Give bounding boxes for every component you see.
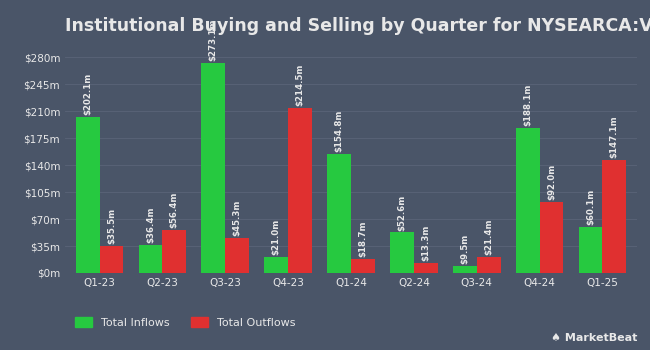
Text: $21.0m: $21.0m [272,219,281,255]
Text: $13.3m: $13.3m [421,224,430,261]
Text: ♠ MarketBeat: ♠ MarketBeat [551,333,637,343]
Text: $92.0m: $92.0m [547,164,556,200]
Bar [202,63,226,273]
Bar [265,257,288,273]
Text: $60.1m: $60.1m [586,189,595,225]
Bar [75,117,99,273]
Bar [288,108,312,273]
Text: $35.5m: $35.5m [107,208,116,244]
Bar [578,227,603,273]
Text: $154.8m: $154.8m [335,110,344,152]
Text: $273.1m: $273.1m [209,18,218,61]
Bar [351,259,375,273]
Bar [603,160,627,273]
Text: $214.5m: $214.5m [296,64,305,106]
Bar [226,238,249,273]
Bar [99,246,124,273]
Text: $45.3m: $45.3m [233,200,242,236]
Text: $18.7m: $18.7m [358,220,367,257]
Text: $202.1m: $202.1m [83,73,92,116]
Bar [476,257,500,273]
Text: $56.4m: $56.4m [170,191,179,228]
Text: $52.6m: $52.6m [397,194,406,231]
Text: $147.1m: $147.1m [610,115,619,158]
Bar [327,154,351,273]
Legend: Total Inflows, Total Outflows: Total Inflows, Total Outflows [71,313,300,332]
Text: $36.4m: $36.4m [146,206,155,243]
Bar [515,128,540,273]
Bar [138,245,162,273]
Bar [540,202,564,273]
Text: $188.1m: $188.1m [523,84,532,126]
Text: Institutional Buying and Selling by Quarter for NYSEARCA:VAW: Institutional Buying and Selling by Quar… [65,17,650,35]
Bar [390,232,414,273]
Bar [453,266,476,273]
Text: $21.4m: $21.4m [484,218,493,254]
Text: $9.5m: $9.5m [460,233,469,264]
Bar [162,230,187,273]
Bar [414,263,437,273]
